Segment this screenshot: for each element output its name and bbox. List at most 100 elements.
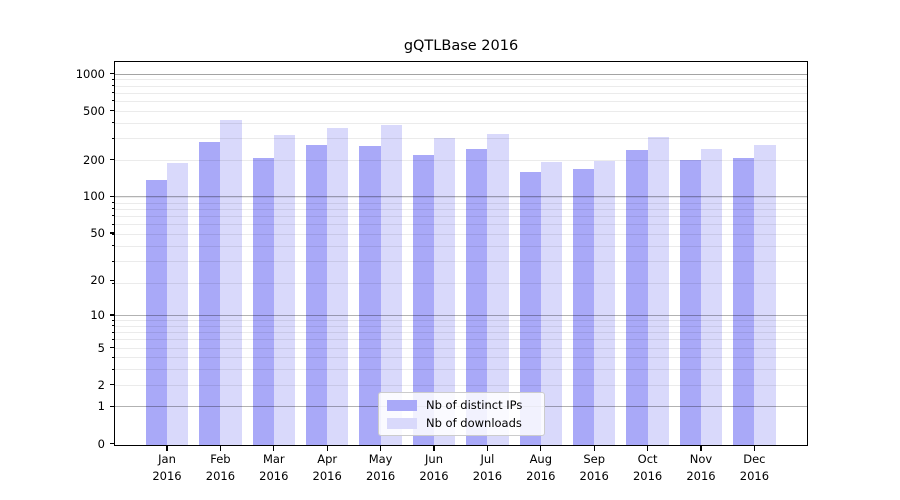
- y-axis-tick-label: 0: [97, 436, 105, 451]
- minor-gridline: [115, 215, 807, 217]
- minor-gridline: [115, 138, 807, 140]
- x-axis-tick: [273, 446, 275, 451]
- x-axis-tick-label-mar: Mar 2016: [244, 451, 304, 484]
- x-axis-tick: [593, 446, 595, 451]
- bar-distinct-ips-sep: [572, 168, 595, 445]
- bar-distinct-ips-jul: [466, 149, 488, 445]
- x-axis-tick-label-aug: Aug 2016: [511, 451, 571, 484]
- y-axis-tick-label: 500: [83, 103, 105, 118]
- bar-distinct-ips-aug: [519, 172, 541, 445]
- x-tick-month: Oct: [637, 452, 658, 466]
- legend-swatch-downloads: [387, 417, 417, 429]
- bar-downloads-apr: [327, 127, 349, 445]
- x-tick-year: 2016: [632, 468, 663, 483]
- x-tick-year: 2016: [579, 468, 609, 483]
- bar-distinct-ips-nov: [679, 159, 701, 445]
- y-axis-tick: [109, 232, 115, 234]
- y-axis-tick-label: 100: [83, 189, 105, 204]
- x-axis-tick: [540, 446, 542, 451]
- minor-gridline: [115, 283, 807, 285]
- minor-gridline: [115, 384, 807, 386]
- y-axis-minor-tick: [111, 92, 115, 94]
- bar-downloads-mar: [273, 135, 296, 445]
- x-tick-month: May: [368, 452, 393, 466]
- x-tick-year: 2016: [312, 468, 342, 483]
- x-axis-tick-label-apr: Apr 2016: [297, 451, 357, 484]
- y-axis-minor-tick: [111, 110, 115, 112]
- x-axis-tick: [486, 446, 488, 451]
- minor-gridline: [115, 100, 807, 102]
- bar-downloads-aug: [540, 162, 563, 445]
- y-axis-minor-tick: [111, 202, 115, 204]
- x-axis-tick: [219, 446, 221, 451]
- x-axis-tick: [166, 446, 168, 451]
- x-tick-month: Nov: [689, 452, 713, 466]
- x-tick-year: 2016: [365, 468, 396, 483]
- x-tick-year: 2016: [739, 468, 770, 483]
- major-gridline: [115, 196, 807, 198]
- x-tick-month: Feb: [210, 452, 231, 466]
- x-axis-tick: [380, 446, 382, 451]
- x-tick-month: Dec: [743, 452, 766, 466]
- bar-downloads-nov: [701, 148, 723, 445]
- x-tick-year: 2016: [472, 468, 503, 483]
- x-tick-year: 2016: [419, 468, 449, 483]
- x-axis-tick-label-jul: Jul 2016: [457, 451, 517, 484]
- minor-gridline: [115, 85, 807, 87]
- x-axis-tick-label-sep: Sep 2016: [564, 451, 624, 484]
- bar-distinct-ips-feb: [199, 142, 221, 445]
- minor-gridline: [115, 347, 807, 349]
- x-tick-year: 2016: [259, 468, 289, 483]
- y-axis-minor-tick: [111, 100, 115, 102]
- bar-downloads-may: [380, 125, 402, 445]
- bar-distinct-ips-jun: [412, 154, 434, 445]
- y-axis-tick-label: 10: [90, 308, 105, 323]
- y-axis-minor-tick: [111, 325, 115, 327]
- y-axis-minor-tick: [111, 368, 115, 370]
- bar-downloads-jul: [487, 134, 509, 445]
- bar-distinct-ips-may: [359, 145, 381, 445]
- y-axis-minor-tick: [111, 78, 115, 80]
- y-axis-tick: [109, 195, 115, 197]
- x-tick-month: Jan: [158, 452, 176, 466]
- y-axis-tick: [109, 442, 115, 445]
- y-axis-minor-tick: [111, 347, 115, 349]
- bar-downloads-oct: [647, 136, 669, 445]
- legend-swatch-distinct-ips: [387, 399, 417, 411]
- y-axis-minor-tick: [111, 223, 115, 225]
- bar-distinct-ips-oct: [626, 149, 648, 445]
- y-axis-minor-tick: [111, 122, 115, 124]
- y-axis-tick-label: 1000: [75, 66, 105, 81]
- minor-gridline: [115, 339, 807, 341]
- major-gridline: [115, 73, 807, 75]
- bar-distinct-ips-apr: [305, 144, 328, 445]
- y-axis-minor-tick: [111, 356, 115, 358]
- x-axis-tick: [753, 446, 755, 451]
- y-axis-minor-tick: [111, 338, 115, 340]
- y-axis-minor-tick: [111, 73, 115, 75]
- minor-gridline: [115, 208, 807, 210]
- y-axis-tick: [109, 314, 115, 316]
- x-axis-tick: [326, 446, 328, 451]
- y-axis-minor-tick: [111, 233, 115, 235]
- bar-downloads-sep: [594, 160, 616, 445]
- minor-gridline: [115, 320, 807, 322]
- x-tick-month: Jul: [480, 452, 495, 466]
- minor-gridline: [115, 261, 807, 263]
- x-axis-tick-label-jan: Jan 2016: [137, 451, 197, 484]
- y-axis-tick-label: 50: [90, 225, 105, 240]
- y-axis-tick-label: 5: [97, 340, 105, 355]
- y-axis-tick-label: 2: [97, 377, 105, 392]
- x-axis-tick-label-dec: Dec 2016: [724, 451, 784, 484]
- y-axis-minor-tick: [111, 331, 115, 333]
- minor-gridline: [115, 357, 807, 359]
- y-axis-minor-tick: [111, 208, 115, 210]
- bar-downloads-feb: [220, 119, 242, 445]
- legend-label-downloads: Nb of downloads: [426, 416, 522, 430]
- y-axis-tick: [109, 279, 115, 282]
- x-axis-tick: [700, 446, 702, 451]
- y-axis-minor-tick: [111, 319, 115, 321]
- y-axis-tick-label: 20: [90, 273, 105, 288]
- y-axis-tick-label: 1: [97, 399, 105, 414]
